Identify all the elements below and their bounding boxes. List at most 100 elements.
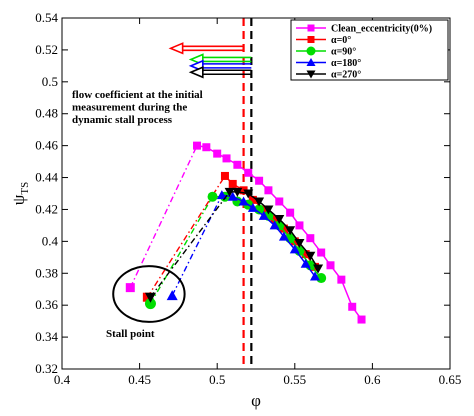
data-point	[263, 205, 274, 215]
data-point	[326, 261, 335, 270]
data-point	[316, 273, 327, 284]
data-point	[278, 231, 289, 241]
x-tick-label: 0.55	[283, 372, 306, 387]
data-point	[300, 258, 311, 268]
data-point	[290, 237, 299, 246]
x-tick-label: 0.6	[364, 372, 381, 387]
data-point	[244, 168, 253, 177]
flow-coefficient-note: flow coefficient at the initial	[72, 89, 203, 101]
y-tick-label: 0.54	[35, 10, 58, 25]
data-point	[233, 160, 242, 169]
data-point	[285, 226, 296, 236]
data-point	[258, 210, 269, 220]
data-point	[275, 197, 284, 206]
data-point	[301, 250, 310, 259]
series-line	[221, 194, 316, 277]
y-tick-label: 0.4	[42, 233, 59, 248]
data-point	[142, 292, 152, 302]
data-point	[357, 315, 366, 324]
data-point	[220, 171, 229, 180]
data-point	[222, 154, 231, 163]
y-tick-label: 0.48	[35, 106, 58, 121]
y-tick-label: 0.52	[35, 42, 58, 57]
series	[125, 141, 366, 324]
legend-label: Clean_eccentricity(0%)	[331, 24, 432, 35]
data-point	[307, 36, 315, 43]
data-point	[306, 46, 316, 56]
stall-connector	[171, 194, 223, 296]
y-tick-label: 0.42	[35, 201, 58, 216]
flow-coefficient-note: dynamic stall process	[72, 114, 173, 126]
data-point	[306, 234, 315, 243]
stall-point-label: Stall point	[106, 328, 155, 340]
legend-label: α=90°	[331, 47, 356, 58]
data-point	[248, 195, 257, 204]
data-point	[286, 208, 295, 217]
data-point	[243, 189, 254, 199]
data-point	[238, 196, 249, 206]
data-point	[166, 290, 178, 301]
legend-entry: α=270°	[296, 70, 361, 81]
y-tick-label: 0.46	[35, 138, 58, 153]
x-tick-label: 0.65	[439, 372, 462, 387]
arrow	[188, 53, 252, 66]
data-point	[264, 186, 273, 195]
y-tick-label: 0.44	[35, 170, 58, 185]
data-point	[289, 244, 300, 254]
data-point	[125, 283, 135, 293]
data-point	[213, 149, 222, 158]
data-point	[313, 264, 324, 274]
data-point	[232, 187, 243, 197]
data-point	[306, 70, 316, 79]
data-point	[337, 275, 346, 284]
y-axis-title: ψTS	[9, 182, 31, 206]
stall-connector	[146, 175, 226, 298]
legend-box	[290, 19, 449, 81]
y-tick-label: 0.36	[35, 297, 58, 312]
series-line	[229, 191, 319, 269]
legend-entry: α=0°	[296, 35, 351, 46]
data-point	[216, 190, 227, 200]
data-point	[348, 302, 357, 311]
data-point	[207, 191, 218, 202]
data-point	[305, 251, 316, 261]
y-tick-label: 0.5	[42, 74, 58, 89]
arrow	[188, 66, 252, 79]
arrow	[168, 42, 244, 55]
legend-label: α=270°	[331, 70, 361, 81]
legend-label: α=180°	[331, 58, 361, 69]
series	[144, 187, 324, 303]
data-point	[255, 176, 264, 185]
data-point	[279, 224, 288, 233]
data-point	[309, 271, 320, 281]
data-point	[144, 292, 156, 303]
series	[166, 190, 320, 301]
flow-coefficient-note: measurement during the	[72, 102, 187, 114]
data-point	[317, 248, 326, 257]
plot-frame	[61, 17, 451, 370]
data-point	[254, 197, 265, 207]
data-point	[270, 215, 279, 224]
data-point	[193, 141, 202, 150]
series	[144, 191, 327, 310]
stall-connector	[129, 145, 198, 288]
data-point	[306, 58, 316, 66]
y-tick-label: 0.34	[35, 329, 58, 344]
data-point	[228, 179, 237, 188]
data-point	[254, 204, 265, 215]
legend: Clean_eccentricity(0%)α=0°α=90°α=180°α=2…	[290, 19, 449, 81]
stall-ellipse	[112, 265, 186, 323]
x-tick-label: 0.5	[209, 372, 225, 387]
legend-entry: α=90°	[296, 46, 356, 58]
data-point	[269, 220, 280, 230]
data-point	[294, 238, 305, 248]
legend-entry: Clean_eccentricity(0%)	[296, 24, 432, 35]
data-point	[274, 215, 285, 225]
data-point	[224, 187, 235, 197]
x-tick-label: 0.45	[128, 372, 151, 387]
x-tick-label: 0.4	[54, 372, 71, 387]
y-tick-label: 0.38	[35, 265, 58, 280]
legend-label: α=0°	[331, 35, 351, 46]
stall-connector	[149, 191, 231, 298]
